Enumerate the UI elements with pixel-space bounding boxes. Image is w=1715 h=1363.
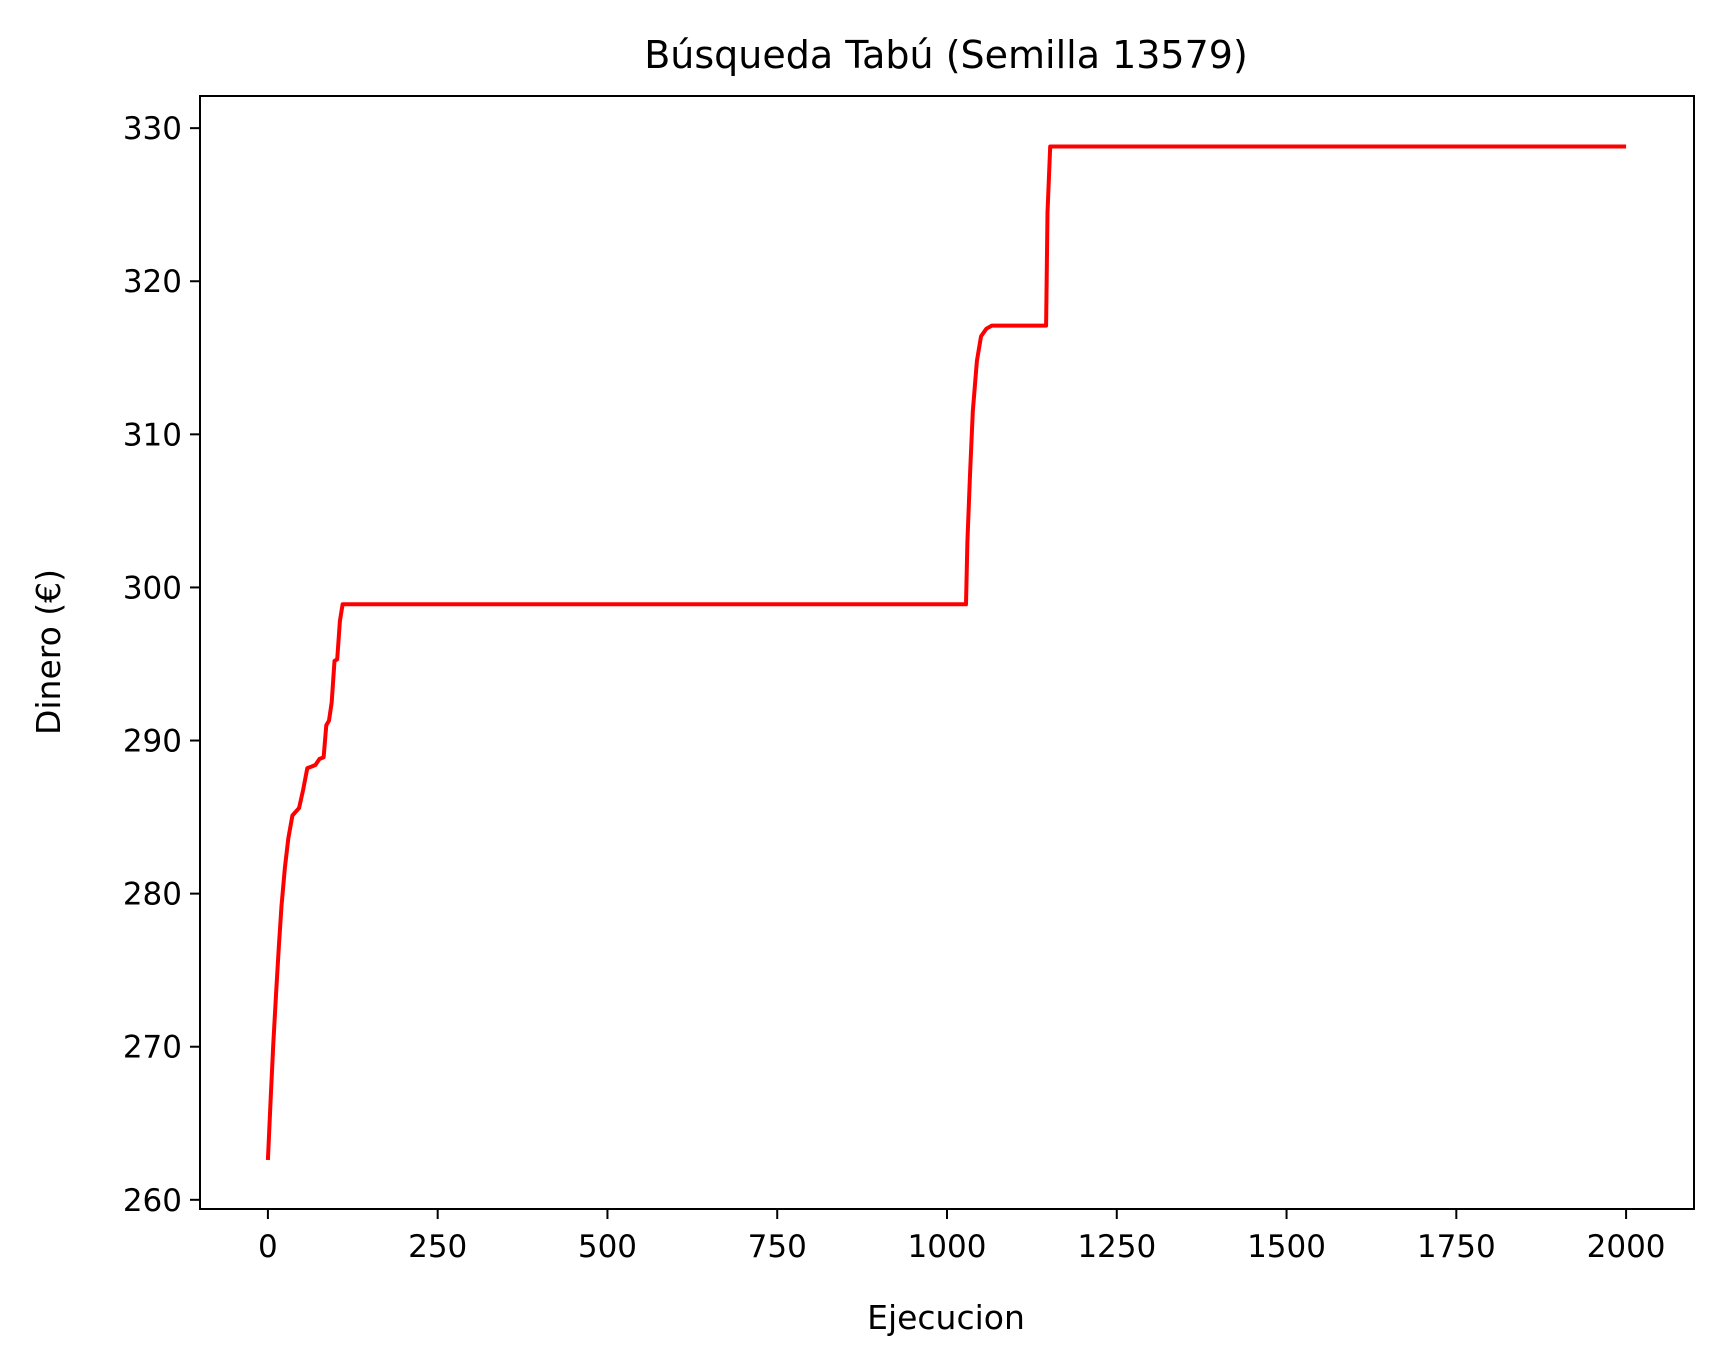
y-tick-label: 280 — [123, 877, 182, 913]
x-tick-label: 1500 — [1247, 1229, 1326, 1265]
x-tick-label: 250 — [408, 1229, 467, 1265]
x-axis: 0 250 500 750 1000 1250 1500 1750 2000 — [258, 1209, 1666, 1265]
x-tick-label: 750 — [748, 1229, 807, 1265]
plot-area — [200, 96, 1694, 1209]
series-line — [265, 144, 1627, 1161]
chart-title: Búsqueda Tabú (Semilla 13579) — [644, 33, 1248, 77]
x-tick-label: 1250 — [1077, 1229, 1156, 1265]
y-tick-label: 310 — [123, 417, 182, 453]
y-tick-label: 320 — [123, 264, 182, 300]
x-tick-label: 0 — [258, 1229, 278, 1265]
y-tick-label: 260 — [123, 1183, 182, 1219]
x-tick-label: 500 — [578, 1229, 637, 1265]
x-axis-label: Ejecucion — [867, 1298, 1025, 1337]
x-tick-label: 1000 — [908, 1229, 987, 1265]
y-tick-label: 270 — [123, 1030, 182, 1066]
y-axis-label: Dinero (€) — [29, 569, 68, 735]
x-tick-label: 2000 — [1587, 1229, 1666, 1265]
y-axis: 260 270 280 290 300 310 320 330 — [123, 111, 200, 1219]
x-tick-label: 1750 — [1417, 1229, 1496, 1265]
y-tick-label: 330 — [123, 111, 182, 147]
y-tick-label: 290 — [123, 724, 182, 760]
plot-frame — [199, 95, 1695, 1210]
y-tick-label: 300 — [123, 570, 182, 606]
